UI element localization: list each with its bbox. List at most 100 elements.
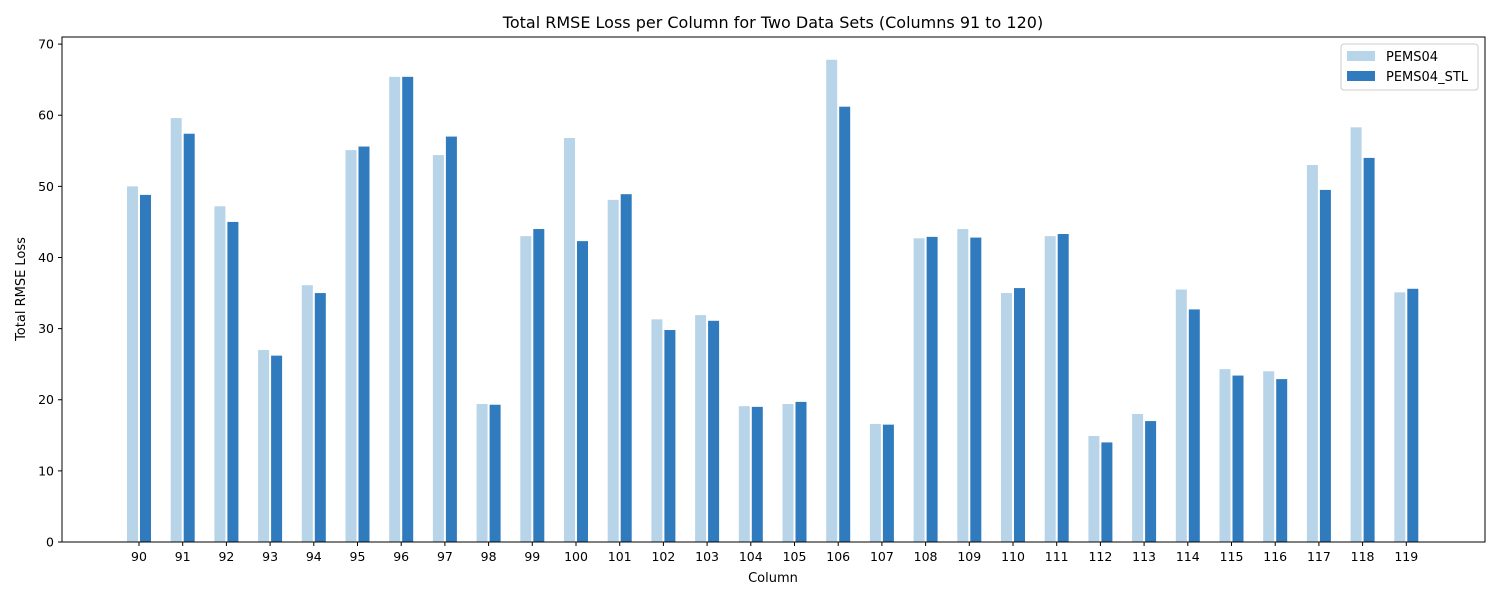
bar-pems04-100 bbox=[564, 138, 575, 542]
bar-pems04-stl-102 bbox=[664, 330, 676, 542]
bar-pems04-stl-109 bbox=[970, 237, 982, 542]
bar-pems04-118 bbox=[1350, 127, 1362, 542]
bar-pems04-stl-98 bbox=[489, 404, 501, 542]
bar-pems04-105 bbox=[782, 404, 794, 542]
x-ticks: 90 91 92 93 94 95 96 97 98 99 100 101 102 103 104 105 10… bbox=[131, 542, 1418, 564]
bar-pems04-92 bbox=[214, 206, 226, 542]
x-tick-label: 118 bbox=[1351, 549, 1375, 564]
legend: PEMS04 PEMS04_STL bbox=[1340, 43, 1479, 91]
x-tick-label: 102 bbox=[651, 549, 675, 564]
x-tick-label: 99 bbox=[524, 549, 540, 564]
bar-pems04-stl-114 bbox=[1188, 309, 1200, 542]
bar-pems04-115 bbox=[1219, 369, 1231, 542]
y-tick-label: 60 bbox=[38, 108, 54, 123]
bar-pems04-stl-116 bbox=[1276, 379, 1288, 542]
bar-pems04-stl-94 bbox=[314, 293, 326, 542]
bar-pems04-104 bbox=[738, 406, 750, 542]
x-tick-label: 96 bbox=[393, 549, 409, 564]
y-tick-label: 40 bbox=[38, 250, 54, 265]
bar-pems04-stl-100 bbox=[577, 241, 588, 542]
y-axis-label: Total RMSE Loss bbox=[14, 237, 29, 342]
x-tick-label: 108 bbox=[914, 549, 938, 564]
bar-pems04-stl-96 bbox=[402, 76, 414, 542]
y-ticks: 0 10 20 30 40 50 60 70 bbox=[38, 37, 62, 550]
bar-pems04-stl-97 bbox=[445, 136, 457, 542]
legend-box bbox=[1340, 43, 1479, 91]
bar-pems04-119 bbox=[1394, 292, 1406, 542]
x-tick-label: 114 bbox=[1176, 549, 1200, 564]
x-tick-label: 115 bbox=[1220, 549, 1244, 564]
bar-pems04-94 bbox=[301, 285, 313, 542]
x-tick-label: 100 bbox=[564, 549, 588, 564]
x-tick-label: 103 bbox=[695, 549, 719, 564]
bar-pems04-103 bbox=[695, 315, 707, 542]
bar-pems04-108 bbox=[913, 238, 925, 543]
legend-label-pems04-stl: PEMS04_STL bbox=[1386, 70, 1469, 85]
bar-pems04-stl-90 bbox=[140, 194, 151, 542]
x-axis-label: Column bbox=[748, 571, 798, 586]
bar-pems04-96 bbox=[389, 76, 401, 542]
y-tick-label: 10 bbox=[38, 463, 54, 478]
bar-pems04-109 bbox=[957, 229, 969, 543]
x-tick-label: 90 bbox=[131, 549, 147, 564]
plot-frame bbox=[61, 36, 1486, 543]
bar-pems04-95 bbox=[345, 150, 357, 542]
legend-label-pems04: PEMS04 bbox=[1386, 50, 1438, 65]
bar-pems04-117 bbox=[1306, 165, 1318, 542]
bar-pems04-107 bbox=[869, 423, 881, 542]
bar-pems04-stl-103 bbox=[708, 320, 720, 542]
bar-pems04-111 bbox=[1044, 236, 1056, 542]
bar-pems04-stl-112 bbox=[1101, 442, 1113, 542]
x-tick-label: 101 bbox=[608, 549, 632, 564]
bar-pems04-97 bbox=[432, 155, 444, 542]
x-tick-label: 91 bbox=[175, 549, 191, 564]
x-tick-label: 116 bbox=[1263, 549, 1287, 564]
bar-pems04-90 bbox=[127, 186, 138, 542]
x-tick-label: 109 bbox=[957, 549, 981, 564]
bars-layer bbox=[127, 59, 1419, 543]
bar-pems04-116 bbox=[1263, 371, 1275, 542]
bar-pems04-stl-101 bbox=[620, 194, 632, 542]
bar-pems04-114 bbox=[1175, 289, 1187, 542]
legend-swatch-pems04 bbox=[1347, 51, 1375, 61]
legend-swatch-pems04-stl bbox=[1347, 71, 1375, 81]
bar-pems04-91 bbox=[170, 118, 182, 542]
bar-pems04-113 bbox=[1132, 413, 1144, 542]
bar-pems04-stl-92 bbox=[227, 221, 239, 542]
x-tick-label: 97 bbox=[437, 549, 453, 564]
y-tick-label: 70 bbox=[38, 37, 54, 52]
x-tick-label: 92 bbox=[218, 549, 234, 564]
x-tick-label: 111 bbox=[1045, 549, 1069, 564]
bar-pems04-stl-117 bbox=[1319, 189, 1331, 543]
y-tick-label: 20 bbox=[38, 392, 54, 407]
x-tick-label: 113 bbox=[1132, 549, 1156, 564]
x-tick-label: 106 bbox=[826, 549, 850, 564]
x-tick-label: 98 bbox=[481, 549, 497, 564]
bar-pems04-stl-106 bbox=[839, 106, 851, 542]
bar-pems04-stl-93 bbox=[271, 355, 283, 542]
bar-pems04-98 bbox=[476, 404, 488, 542]
bar-pems04-stl-113 bbox=[1145, 421, 1157, 542]
bar-pems04-stl-95 bbox=[358, 146, 370, 543]
bar-pems04-99 bbox=[520, 236, 532, 542]
x-tick-label: 95 bbox=[350, 549, 366, 564]
x-tick-label: 112 bbox=[1088, 549, 1112, 564]
bar-pems04-stl-119 bbox=[1407, 288, 1419, 542]
bar-pems04-102 bbox=[651, 319, 663, 542]
bar-pems04-stl-107 bbox=[882, 424, 894, 542]
x-tick-label: 105 bbox=[783, 549, 807, 564]
bar-pems04-stl-108 bbox=[926, 236, 938, 542]
y-tick-label: 50 bbox=[38, 179, 54, 194]
x-tick-label: 94 bbox=[306, 549, 322, 564]
bar-pems04-stl-118 bbox=[1363, 157, 1375, 543]
bar-pems04-106 bbox=[826, 59, 838, 542]
bar-pems04-stl-105 bbox=[795, 401, 807, 542]
bar-pems04-stl-99 bbox=[533, 229, 545, 543]
y-tick-label: 0 bbox=[46, 535, 54, 550]
bar-pems04-stl-91 bbox=[183, 133, 195, 543]
bar-pems04-110 bbox=[1001, 293, 1012, 542]
x-tick-label: 117 bbox=[1307, 549, 1331, 564]
bar-pems04-stl-115 bbox=[1232, 375, 1244, 542]
x-tick-label: 110 bbox=[1001, 549, 1025, 564]
bar-pems04-112 bbox=[1088, 436, 1100, 542]
